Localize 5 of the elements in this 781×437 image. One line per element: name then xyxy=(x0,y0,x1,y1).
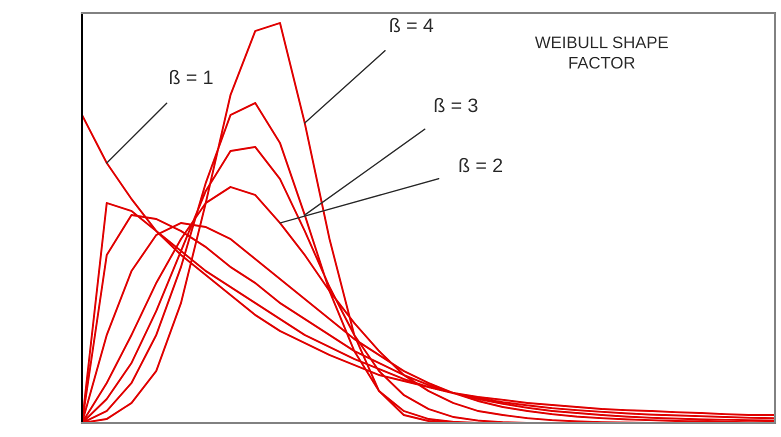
annotation: ß = 3 xyxy=(434,98,478,112)
annotation: ß = 2 xyxy=(460,158,502,172)
text: WEIBULL SHAPE FACTOR xyxy=(534,36,668,69)
annotation: ß = 1 xyxy=(170,70,213,84)
annotation: ß = 4 xyxy=(390,18,434,32)
